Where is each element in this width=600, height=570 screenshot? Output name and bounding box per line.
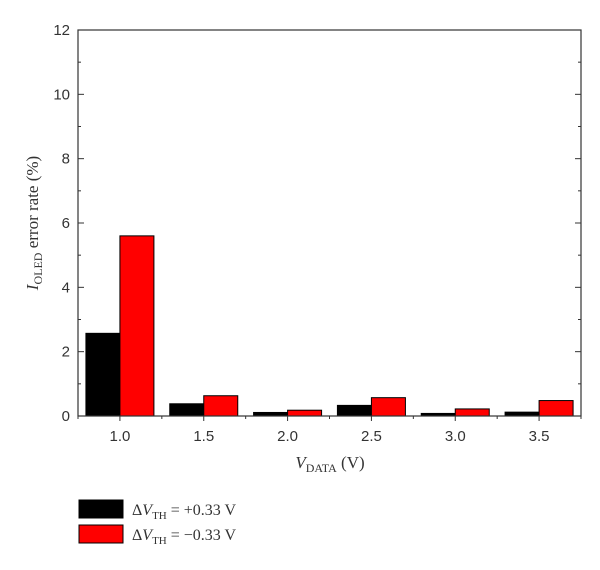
y-tick-label-8: 8 bbox=[62, 151, 70, 168]
x-axis-title: VDATA (V) bbox=[295, 453, 364, 475]
legend-label-positive: ΔVTH = +0.33 V bbox=[132, 502, 237, 522]
y-tick-label-4: 4 bbox=[62, 279, 70, 296]
legend-entry-positive: ΔVTH = +0.33 V bbox=[78, 499, 237, 522]
bar-negative-2.5 bbox=[370, 397, 406, 417]
bar-positive-1.5 bbox=[169, 403, 205, 417]
legend-label-negative: ΔVTH = −0.33 V bbox=[132, 527, 237, 547]
bars-group bbox=[85, 235, 574, 417]
y-tick-label-12: 12 bbox=[53, 22, 70, 39]
x-tick-label-2.5: 2.5 bbox=[361, 428, 382, 445]
bar-negative-1.0 bbox=[119, 235, 155, 417]
y-tick-label-10: 10 bbox=[53, 86, 70, 103]
bar-negative-3.0 bbox=[454, 408, 490, 417]
y-axis-title: IOLED error rate (%) bbox=[23, 156, 45, 291]
legend-swatch-positive bbox=[78, 499, 124, 519]
y-ticks: 0 2 4 6 8 10 12 bbox=[53, 22, 581, 425]
x-tick-label-3.0: 3.0 bbox=[445, 428, 466, 445]
legend: ΔVTH = +0.33 V ΔVTH = −0.33 V bbox=[78, 499, 237, 547]
x-ticks: 1.0 1.5 2.0 2.5 3.0 3.5 bbox=[77, 416, 582, 445]
bar-negative-2.0 bbox=[287, 409, 323, 417]
y-tick-label-6: 6 bbox=[62, 215, 70, 232]
legend-swatch-negative bbox=[78, 524, 124, 544]
bar-negative-3.5 bbox=[538, 400, 574, 417]
x-tick-label-1.5: 1.5 bbox=[193, 428, 214, 445]
bar-negative-1.5 bbox=[203, 395, 239, 417]
y-tick-label-0: 0 bbox=[62, 408, 70, 425]
x-tick-label-1.0: 1.0 bbox=[109, 428, 130, 445]
bar-positive-2.5 bbox=[336, 404, 372, 417]
y-tick-label-2: 2 bbox=[62, 344, 70, 361]
legend-entry-negative: ΔVTH = −0.33 V bbox=[78, 524, 237, 547]
x-tick-label-2.0: 2.0 bbox=[277, 428, 298, 445]
x-tick-label-3.5: 3.5 bbox=[529, 428, 550, 445]
bar-positive-1.0 bbox=[85, 332, 121, 417]
